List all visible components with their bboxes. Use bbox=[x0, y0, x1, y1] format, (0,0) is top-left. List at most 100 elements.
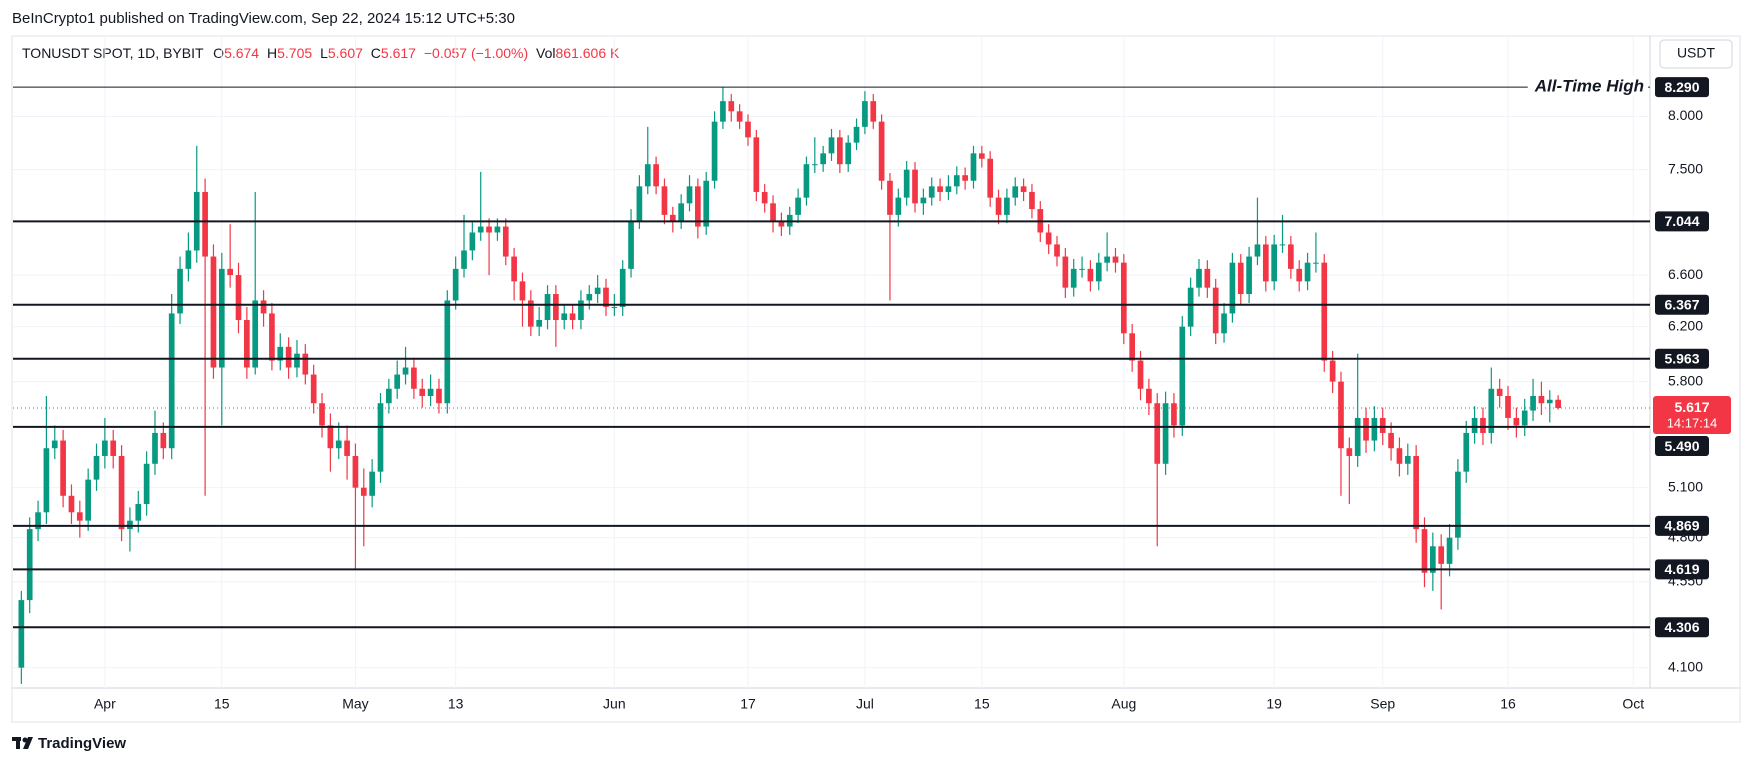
candle-body bbox=[527, 300, 534, 327]
candle-body bbox=[1388, 432, 1394, 449]
candle-body bbox=[177, 268, 183, 314]
current-price-box bbox=[1653, 396, 1731, 435]
candle-body bbox=[1196, 268, 1202, 288]
candle-body bbox=[1204, 268, 1211, 288]
candle-body bbox=[302, 353, 309, 375]
x-tick-label: May bbox=[342, 696, 368, 712]
candle-body bbox=[1555, 399, 1561, 409]
candle-body bbox=[1546, 399, 1553, 404]
candle-body bbox=[43, 448, 50, 513]
x-tick-label: 19 bbox=[1266, 696, 1282, 712]
level-label-box bbox=[1655, 348, 1709, 369]
candle-body bbox=[753, 137, 760, 192]
current-price-label: 5.617 bbox=[1674, 399, 1709, 415]
candle-body bbox=[736, 111, 743, 122]
candle-body bbox=[578, 300, 584, 321]
currency-button[interactable] bbox=[1659, 39, 1733, 69]
level-label: 4.869 bbox=[1664, 518, 1699, 534]
candle-body bbox=[1530, 395, 1536, 411]
candle-body bbox=[594, 287, 601, 295]
countdown: 14:17:14 bbox=[1667, 415, 1718, 430]
candle-body bbox=[828, 137, 835, 154]
symbol: TONUSDT SPOT, 1D, BYBIT bbox=[22, 45, 204, 61]
candle-body bbox=[970, 153, 977, 181]
candle-body bbox=[1095, 262, 1102, 282]
level-label: 7.044 bbox=[1664, 213, 1699, 229]
candle-body bbox=[452, 268, 459, 301]
h-label: H bbox=[267, 45, 277, 61]
level-label-box bbox=[1655, 617, 1709, 638]
candle-body bbox=[118, 455, 125, 530]
candle-body bbox=[628, 220, 634, 269]
candle-body bbox=[1179, 326, 1186, 426]
candle-body bbox=[1329, 360, 1336, 382]
level-label-box bbox=[1655, 436, 1709, 457]
candle-body bbox=[1521, 410, 1528, 426]
candle-body bbox=[427, 388, 434, 396]
candle-body bbox=[728, 101, 735, 112]
candle-body bbox=[1029, 191, 1035, 210]
candle-body bbox=[820, 153, 826, 165]
candle-body bbox=[260, 300, 267, 314]
candle-body bbox=[695, 186, 701, 227]
candle-body bbox=[1296, 268, 1303, 282]
candle-body bbox=[1162, 403, 1169, 464]
candle-body bbox=[344, 440, 350, 456]
candle-body bbox=[1070, 268, 1077, 288]
candle-body bbox=[369, 471, 375, 496]
candle-body bbox=[519, 281, 526, 301]
candle-body bbox=[143, 463, 150, 505]
candle-body bbox=[511, 256, 517, 282]
x-tick-label: Jun bbox=[603, 696, 626, 712]
candle-body bbox=[1054, 244, 1060, 257]
candle-body bbox=[444, 300, 451, 404]
ath-label: All-Time High bbox=[1534, 77, 1644, 96]
candle-body bbox=[168, 313, 175, 449]
candle-body bbox=[1396, 448, 1403, 464]
candle-body bbox=[887, 180, 893, 215]
candle-body bbox=[1430, 546, 1436, 573]
candle-body bbox=[720, 101, 726, 122]
candle-body bbox=[661, 186, 668, 215]
candle-body bbox=[18, 600, 25, 668]
candle-body bbox=[360, 487, 367, 496]
candle-body bbox=[878, 121, 885, 181]
vol-value: 861.606 K bbox=[556, 45, 620, 61]
y-tick-label: 6.200 bbox=[1668, 317, 1703, 333]
level-label: 8.290 bbox=[1664, 79, 1699, 95]
candle-body bbox=[686, 186, 693, 204]
candle-body bbox=[477, 226, 484, 233]
candle-body bbox=[1471, 417, 1478, 433]
candle-body bbox=[419, 388, 426, 396]
x-tick-label: 13 bbox=[448, 696, 464, 712]
candle-body bbox=[319, 403, 325, 426]
candle-body bbox=[1020, 186, 1027, 192]
candle-body bbox=[1045, 232, 1052, 245]
candle-body bbox=[778, 220, 785, 227]
candle-body bbox=[1229, 262, 1236, 314]
candle-body bbox=[669, 214, 676, 221]
candle-body bbox=[1212, 287, 1219, 334]
candle-body bbox=[152, 432, 158, 464]
candle-body bbox=[1363, 417, 1369, 441]
candle-body bbox=[1137, 360, 1144, 389]
h-value: 5.705 bbox=[277, 45, 312, 61]
candle-body bbox=[862, 101, 868, 127]
candle-body bbox=[1112, 256, 1119, 263]
currency-button-label[interactable]: USDT bbox=[1677, 45, 1716, 61]
candle-body bbox=[1262, 244, 1269, 282]
candle-body bbox=[235, 275, 242, 321]
y-tick-label: 7.500 bbox=[1668, 160, 1703, 176]
y-tick-label: 5.800 bbox=[1668, 372, 1703, 388]
published-line: BeInCrypto1 published on TradingView.com… bbox=[12, 10, 515, 27]
candle-body bbox=[494, 226, 501, 233]
candle-body bbox=[210, 256, 217, 368]
candle-body bbox=[845, 142, 852, 165]
y-tick-label: 5.100 bbox=[1668, 478, 1703, 494]
candle-body bbox=[653, 164, 659, 187]
candle-body bbox=[1187, 287, 1194, 327]
candle-body bbox=[912, 169, 918, 204]
candle-body bbox=[803, 164, 810, 198]
x-tick-label: 16 bbox=[1500, 696, 1516, 712]
candle-body bbox=[1087, 268, 1094, 282]
